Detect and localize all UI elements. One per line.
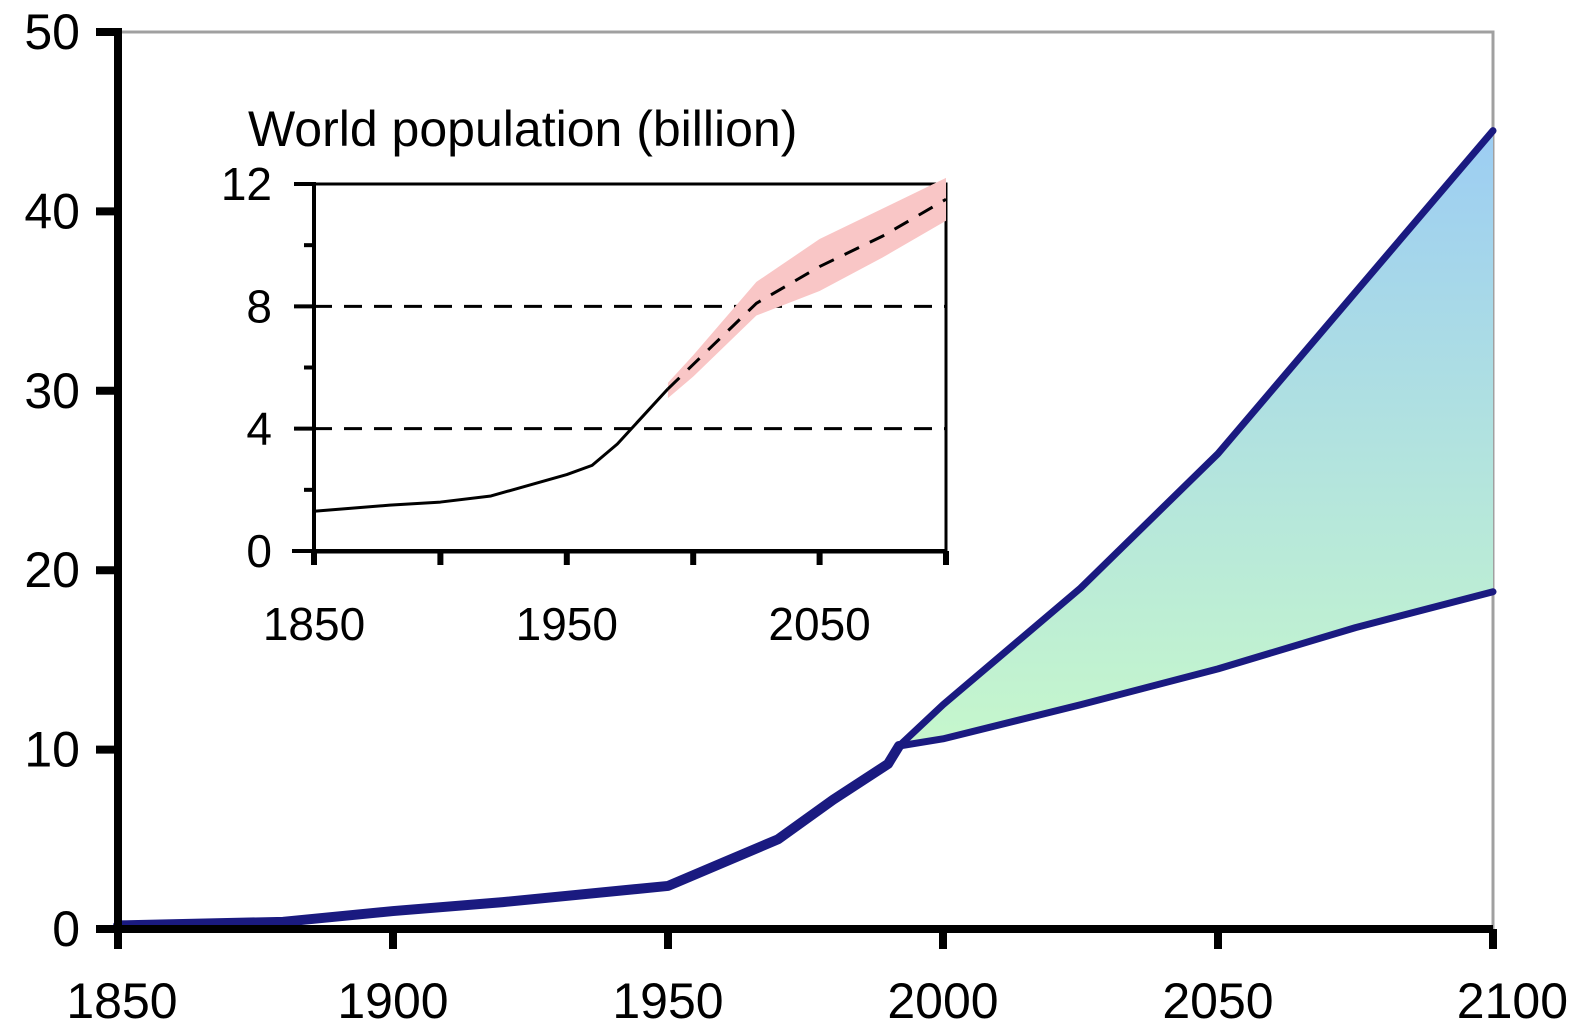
inset-x-tick-label: 1950 [516,598,618,650]
y-tick-label: 50 [24,4,80,60]
inset-projection-line [666,197,947,390]
y-tick-label: 20 [24,542,80,598]
inset-chart: 0 4 8 12 1850 1950 2050 World population (bill… [221,101,949,650]
y-tick-label: 40 [24,183,80,239]
x-tick-label: 1850 [66,973,177,1029]
low-projection-line [895,588,1497,750]
x-tick-label: 2100 [1457,973,1568,1029]
inset-y-tick-label: 4 [246,403,272,455]
high-projection-line [895,127,1497,750]
inset-y-tick-label: 12 [221,158,272,210]
x-tick-label: 2050 [1162,973,1273,1029]
x-tick-label: 1900 [337,973,448,1029]
inset-historical-line [313,387,670,513]
y-tick-label: 30 [24,363,80,419]
inset-x-tick-label: 2050 [768,598,870,650]
x-tick-label: 1950 [612,973,723,1029]
inset-y-tick-label: 8 [246,280,272,332]
projection-fan-area [899,130,1493,747]
inset-projection-band [667,177,946,399]
inset-title: World population (billion) [248,101,797,157]
historical-line [113,741,904,931]
y-tick-label: 0 [52,901,80,957]
x-tick-label: 2000 [887,973,998,1029]
inset-y-tick-label: 0 [246,525,272,577]
y-tick-label: 10 [24,722,80,778]
inset-x-tick-label: 1850 [263,598,365,650]
